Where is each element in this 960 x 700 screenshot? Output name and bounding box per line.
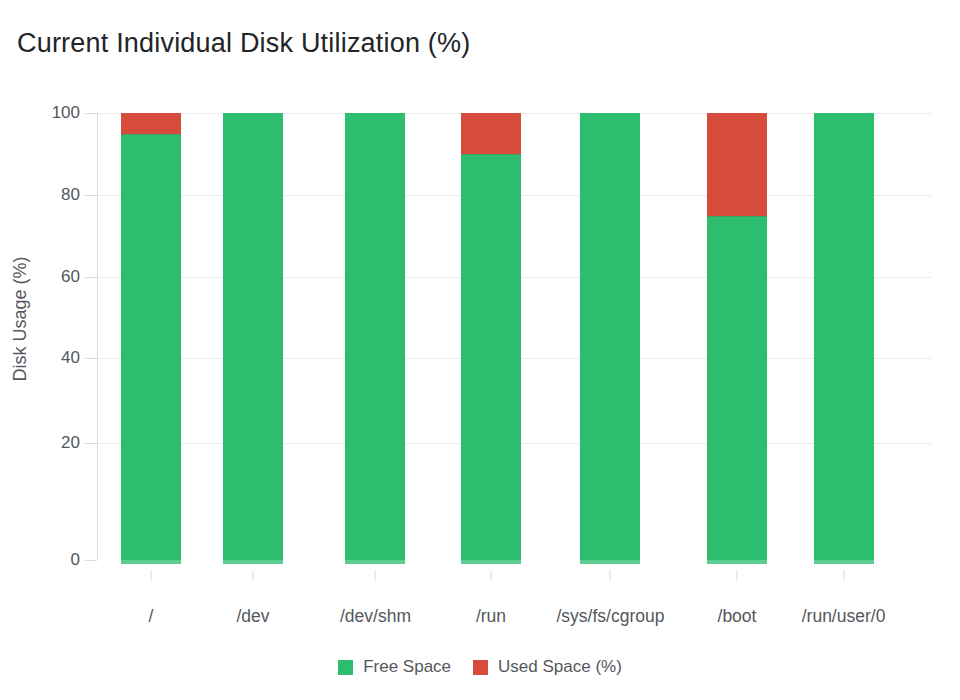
legend-marker-used-space: [473, 660, 488, 675]
bar-/boot: [707, 113, 767, 560]
x-tick-mark-/sys/fs/cgroup: [610, 570, 611, 581]
bar-foot-/boot: [707, 560, 767, 564]
y-tick-mark-80: [85, 195, 97, 196]
chart-title: Current Individual Disk Utilization (%): [17, 28, 470, 59]
bar-foot-/run/user/0: [814, 560, 874, 564]
legend-item-used-space[interactable]: Used Space (%): [473, 657, 622, 677]
bar-segment-free-/[interactable]: [121, 134, 181, 561]
bar-segment-used-/[interactable]: [121, 113, 181, 134]
y-tick-mark-60: [85, 277, 97, 278]
y-tick-label-20: 20: [0, 433, 80, 453]
x-tick-mark-/: [150, 570, 151, 581]
x-label-/boot: /boot: [718, 606, 757, 627]
bar-/: [121, 113, 181, 560]
y-axis-title: Disk Usage (%): [10, 239, 32, 399]
bar-segment-free-/dev/shm[interactable]: [345, 113, 405, 560]
y-tick-label-80: 80: [0, 185, 80, 205]
y-tick-mark-0: [85, 560, 97, 561]
bar-segment-free-/dev[interactable]: [223, 113, 283, 560]
y-tick-label-0: 0: [0, 550, 80, 570]
x-tick-mark-/run: [491, 570, 492, 581]
bar-segment-free-/sys/fs/cgroup[interactable]: [580, 113, 640, 560]
y-tick-label-60: 60: [0, 267, 80, 287]
x-tick-mark-/dev/shm: [375, 570, 376, 581]
legend: Free Space Used Space (%): [0, 657, 960, 677]
y-tick-label-100: 100: [0, 103, 80, 123]
y-tick-mark-40: [85, 358, 97, 359]
bar-foot-/: [121, 560, 181, 564]
legend-item-free-space[interactable]: Free Space: [338, 657, 451, 677]
bar-foot-/dev: [223, 560, 283, 564]
x-tick-mark-/dev: [253, 570, 254, 581]
x-label-/run/user/0: /run/user/0: [802, 606, 886, 627]
bar-/sys/fs/cgroup: [580, 113, 640, 560]
x-label-/run: /run: [476, 606, 506, 627]
y-tick-mark-100: [85, 113, 97, 114]
disk-utilization-chart: Current Individual Disk Utilization (%) …: [0, 0, 960, 700]
plot-area: //dev/dev/shm/run/sys/fs/cgroup/boot/run…: [97, 113, 931, 560]
x-label-/sys/fs/cgroup: /sys/fs/cgroup: [556, 606, 664, 627]
bar-/dev: [223, 113, 283, 560]
x-label-/: /: [149, 606, 154, 627]
bar-/run/user/0: [814, 113, 874, 560]
bar-segment-used-/boot[interactable]: [707, 113, 767, 216]
x-label-/dev: /dev: [236, 606, 269, 627]
x-label-/dev/shm: /dev/shm: [340, 606, 411, 627]
bar-foot-/run: [461, 560, 521, 564]
x-tick-mark-/boot: [736, 570, 737, 581]
bar-/run: [461, 113, 521, 560]
bar-foot-/sys/fs/cgroup: [580, 560, 640, 564]
y-tick-label-40: 40: [0, 348, 80, 368]
legend-marker-free-space: [338, 660, 353, 675]
x-tick-mark-/run/user/0: [843, 570, 844, 581]
bar-foot-/dev/shm: [345, 560, 405, 564]
bar-segment-free-/boot[interactable]: [707, 216, 767, 561]
y-tick-mark-20: [85, 443, 97, 444]
legend-label-used-space: Used Space (%): [498, 657, 622, 677]
legend-label-free-space: Free Space: [363, 657, 451, 677]
bar-/dev/shm: [345, 113, 405, 560]
bar-segment-free-/run/user/0[interactable]: [814, 113, 874, 560]
bar-segment-used-/run[interactable]: [461, 113, 521, 154]
bar-segment-free-/run[interactable]: [461, 154, 521, 560]
